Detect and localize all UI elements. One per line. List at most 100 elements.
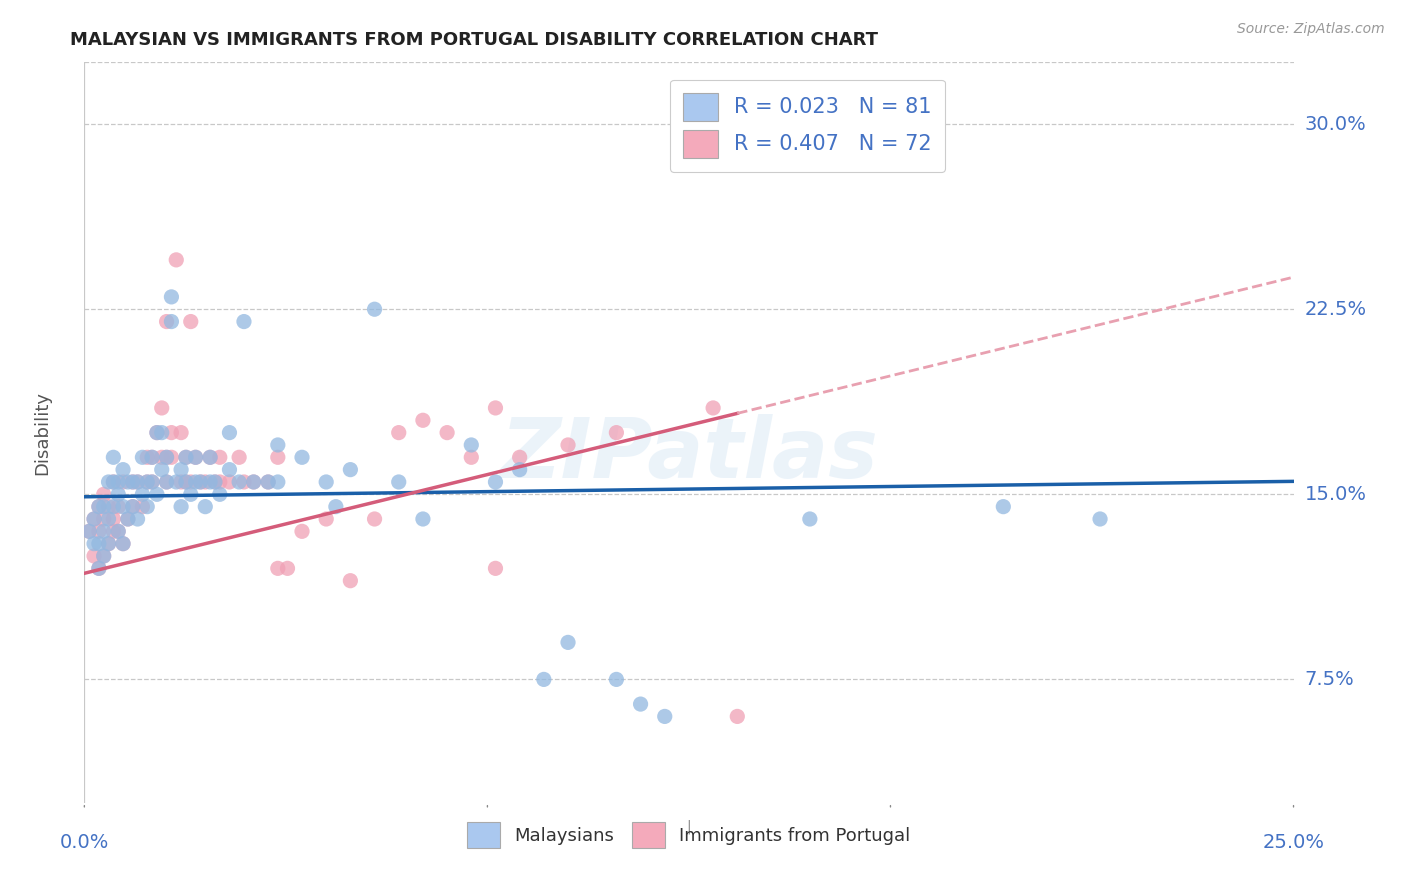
Point xyxy=(174,450,197,465)
Point xyxy=(198,450,221,465)
Point xyxy=(141,450,163,465)
Point xyxy=(174,450,197,465)
Point xyxy=(557,635,579,649)
Point xyxy=(208,487,231,501)
Point xyxy=(160,425,183,440)
Point xyxy=(155,475,177,489)
Point xyxy=(150,462,173,476)
Point xyxy=(557,438,579,452)
Point xyxy=(136,475,159,489)
Point xyxy=(150,450,173,465)
Point xyxy=(702,401,724,415)
Point xyxy=(460,450,482,465)
Point xyxy=(141,475,163,489)
Point xyxy=(170,462,193,476)
Point xyxy=(136,500,159,514)
Text: MALAYSIAN VS IMMIGRANTS FROM PORTUGAL DISABILITY CORRELATION CHART: MALAYSIAN VS IMMIGRANTS FROM PORTUGAL DI… xyxy=(70,31,879,49)
Point xyxy=(388,475,411,489)
Point xyxy=(103,524,125,539)
Point xyxy=(257,475,280,489)
Point xyxy=(509,462,531,476)
Point xyxy=(605,673,627,687)
Point xyxy=(141,450,163,465)
Point xyxy=(228,475,250,489)
Point xyxy=(654,709,676,723)
Point xyxy=(117,512,139,526)
Point xyxy=(97,536,120,550)
Point xyxy=(150,425,173,440)
Point xyxy=(484,475,506,489)
Point xyxy=(160,290,183,304)
Text: 22.5%: 22.5% xyxy=(1305,300,1367,318)
Point xyxy=(267,475,290,489)
Point xyxy=(180,314,202,328)
Text: |: | xyxy=(686,820,692,834)
Text: 30.0%: 30.0% xyxy=(1305,115,1367,134)
Point xyxy=(107,524,129,539)
Point xyxy=(103,475,125,489)
Point xyxy=(146,425,169,440)
Point xyxy=(87,500,110,514)
Point xyxy=(184,450,207,465)
Point xyxy=(194,500,217,514)
Point xyxy=(198,475,221,489)
Point xyxy=(291,524,314,539)
Text: Source: ZipAtlas.com: Source: ZipAtlas.com xyxy=(1237,22,1385,37)
Point xyxy=(136,475,159,489)
Point xyxy=(127,475,149,489)
Text: Disability: Disability xyxy=(32,391,51,475)
Point xyxy=(160,450,183,465)
Point xyxy=(509,450,531,465)
Point xyxy=(131,487,153,501)
Point xyxy=(190,475,212,489)
Point xyxy=(725,709,748,723)
Point xyxy=(218,475,240,489)
Point xyxy=(155,450,177,465)
Text: 15.0%: 15.0% xyxy=(1305,485,1367,504)
Point xyxy=(141,475,163,489)
Point xyxy=(436,425,458,440)
Point xyxy=(190,475,212,489)
Point xyxy=(107,487,129,501)
Point xyxy=(93,524,115,539)
Point xyxy=(97,512,120,526)
Point xyxy=(155,450,177,465)
Point xyxy=(131,500,153,514)
Point xyxy=(484,561,506,575)
Point xyxy=(112,536,135,550)
Point xyxy=(291,450,314,465)
Point xyxy=(107,524,129,539)
Point xyxy=(165,475,187,489)
Point xyxy=(339,462,361,476)
Point xyxy=(315,512,337,526)
Point xyxy=(77,524,100,539)
Point xyxy=(121,475,143,489)
Point xyxy=(93,549,115,563)
Point xyxy=(174,475,197,489)
Text: 0.0%: 0.0% xyxy=(59,833,110,853)
Text: ZIPatlas: ZIPatlas xyxy=(501,414,877,495)
Point xyxy=(412,413,434,427)
Point xyxy=(218,425,240,440)
Text: 25.0%: 25.0% xyxy=(1263,833,1324,853)
Point xyxy=(146,487,169,501)
Point xyxy=(117,475,139,489)
Point xyxy=(363,302,385,317)
Point xyxy=(136,450,159,465)
Point xyxy=(533,673,555,687)
Point xyxy=(121,500,143,514)
Point xyxy=(170,425,193,440)
Point xyxy=(484,401,506,415)
Point xyxy=(180,487,202,501)
Point xyxy=(198,450,221,465)
Point xyxy=(112,500,135,514)
Point xyxy=(146,425,169,440)
Point xyxy=(339,574,361,588)
Point xyxy=(257,475,280,489)
Point xyxy=(107,475,129,489)
Point xyxy=(228,450,250,465)
Point xyxy=(267,561,290,575)
Point xyxy=(87,500,110,514)
Point xyxy=(121,500,143,514)
Point xyxy=(155,314,177,328)
